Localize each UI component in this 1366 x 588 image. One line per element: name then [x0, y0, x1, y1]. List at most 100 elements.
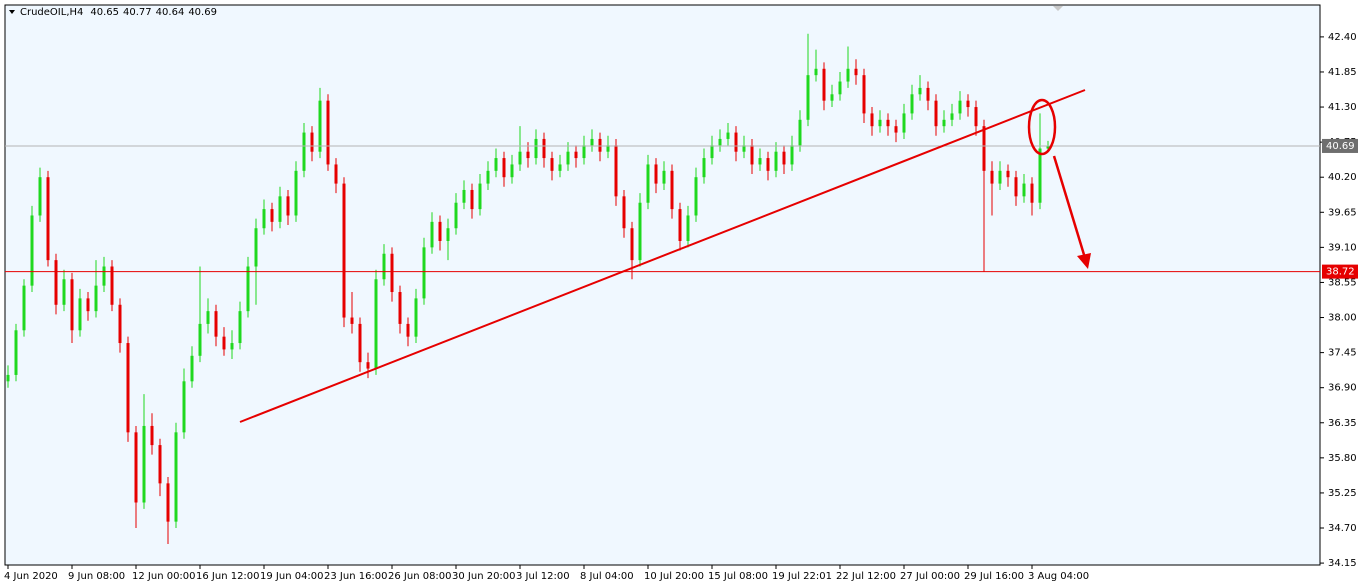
candle-body: [150, 425, 154, 446]
candle-body: [470, 189, 474, 210]
candle-body: [830, 94, 834, 101]
candle-body: [78, 298, 82, 331]
x-tick-label: 19 Jul 22:01: [772, 571, 832, 582]
x-tick-label: 10 Jul 20:00: [644, 571, 704, 582]
candle-body: [182, 381, 186, 433]
y-tick-label: 38.55: [1328, 277, 1357, 288]
candle-body: [422, 247, 426, 299]
candle-body: [262, 209, 266, 229]
header: CrudeOIL,H4 40.65 40.77 40.64 40.69: [20, 7, 217, 18]
y-tick-label: 35.80: [1328, 453, 1357, 464]
y-tick-label: 41.30: [1328, 102, 1357, 113]
candle-body: [1006, 170, 1010, 178]
candle-body: [254, 228, 258, 267]
candle-body: [710, 145, 714, 159]
x-tick-label: 22 Jul 12:00: [836, 571, 896, 582]
candle-body: [238, 311, 242, 344]
candle-body: [102, 266, 106, 286]
x-tick-label: 29 Jul 16:00: [964, 571, 1024, 582]
shift-marker: [1053, 6, 1063, 11]
candle-body: [462, 189, 466, 203]
candle-body: [734, 132, 738, 152]
candle-body: [334, 164, 338, 184]
candle-body: [1046, 145, 1050, 149]
x-tick-label: 4 Jun 2020: [4, 571, 58, 582]
header-icon: [9, 10, 15, 14]
marks: [5, 33, 1320, 544]
candle-body: [814, 68, 818, 76]
candle-body: [694, 177, 698, 216]
y-tick-label: 39.10: [1328, 242, 1357, 253]
y-tick-label: 38.00: [1328, 313, 1357, 324]
candle-body: [190, 355, 194, 382]
candle-body: [494, 158, 498, 171]
y-tick-label: 39.65: [1328, 207, 1357, 218]
highlight-circle: [1027, 98, 1057, 156]
candle-body: [974, 107, 978, 127]
x-tick-label: 3 Jul 12:00: [516, 571, 570, 582]
candle-body: [862, 75, 866, 114]
candle-body: [518, 151, 522, 165]
candle-body: [70, 279, 74, 331]
candle-body: [6, 374, 10, 382]
candle-body: [590, 138, 594, 146]
candle-body: [638, 202, 642, 261]
candle-body: [870, 113, 874, 127]
candle-body: [886, 119, 890, 127]
x-tick-label: 9 Jun 08:00: [68, 571, 125, 582]
candle-body: [574, 151, 578, 159]
candle-body: [614, 145, 618, 197]
candle-body: [94, 285, 98, 312]
candle-body: [550, 158, 554, 171]
y-tick-label: 42.40: [1328, 32, 1357, 43]
candle-body: [894, 126, 898, 133]
candle-body: [86, 298, 90, 312]
y-tick-label: 37.45: [1328, 348, 1357, 359]
candle-body: [142, 425, 146, 503]
header-high: 40.77: [123, 7, 152, 18]
candle-body: [798, 119, 802, 146]
candle-body: [158, 445, 162, 484]
candle-body: [566, 151, 570, 165]
x-tick-label: 19 Jun 04:00: [260, 571, 324, 582]
x-tick-label: 8 Jul 04:00: [580, 571, 634, 582]
candle-body: [934, 100, 938, 127]
candle-body: [390, 253, 394, 293]
candle-body: [646, 164, 650, 203]
candle-body: [678, 209, 682, 241]
level-box: [1322, 264, 1358, 279]
y-tick-label: 41.85: [1328, 67, 1357, 78]
candle-body: [278, 196, 282, 222]
candle-body: [726, 132, 730, 139]
candle-body: [910, 94, 914, 114]
candle-body: [782, 151, 786, 165]
candle-body: [454, 202, 458, 229]
x-tick-label: 30 Jun 20:00: [452, 571, 516, 582]
candle-body: [534, 138, 538, 159]
candle-body: [246, 266, 250, 312]
candle-body: [1014, 177, 1018, 197]
candle-body: [342, 183, 346, 318]
candle-body: [398, 292, 402, 324]
candle-body: [54, 260, 58, 305]
candle-body: [30, 215, 34, 286]
candle-body: [846, 68, 850, 82]
x-tick-label: 12 Jun 00:00: [132, 571, 196, 582]
candle-body: [686, 215, 690, 241]
candle-body: [174, 432, 178, 522]
y-tick-label: 36.90: [1328, 383, 1357, 394]
x-tick-label: 26 Jun 08:00: [388, 571, 452, 582]
candle-body: [222, 336, 226, 350]
x-tick-label: 23 Jun 16:00: [324, 571, 388, 582]
y-tick-label: 35.25: [1328, 488, 1357, 499]
candle-body: [838, 81, 842, 95]
candle-body: [358, 323, 362, 363]
candle-body: [326, 100, 330, 165]
candle-body: [630, 228, 634, 261]
candle-body: [414, 298, 418, 337]
candle-body: [718, 138, 722, 146]
y-tick-label: 34.70: [1328, 523, 1357, 534]
candle-body: [622, 196, 626, 229]
candle-body: [286, 196, 290, 216]
